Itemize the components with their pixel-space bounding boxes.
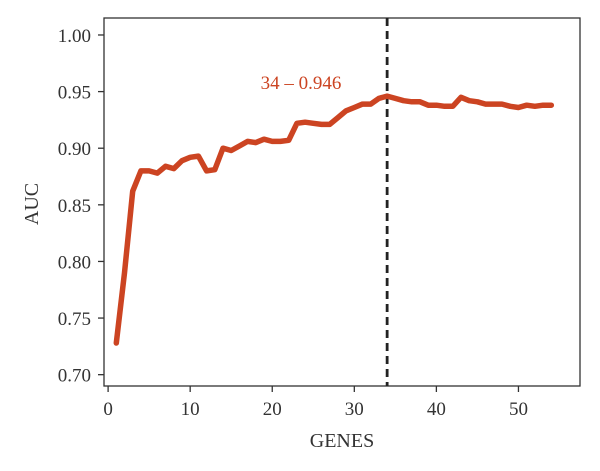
y-tick-label: 1.00 (58, 26, 91, 47)
plot-frame (103, 17, 581, 387)
x-axis-title: GENES (310, 430, 374, 452)
y-axis-ticks: 0.70 0.75 0.80 0.85 0.90 0.95 1.00 (58, 26, 104, 387)
auc-series-line (113, 93, 555, 346)
y-tick-label: 0.95 (58, 83, 91, 104)
y-tick-label: 0.70 (58, 366, 91, 387)
axes (103, 17, 581, 387)
x-tick-label: 50 (509, 399, 528, 420)
x-tick-label: 20 (263, 399, 282, 420)
y-tick-label: 0.75 (58, 309, 91, 330)
peak-annotation-label: 34 – 0.946 (261, 73, 342, 94)
x-axis-ticks: 0 10 20 30 40 50 (103, 386, 528, 420)
x-tick-label: 30 (345, 399, 364, 420)
y-tick-label: 0.80 (58, 252, 91, 273)
y-axis-title: AUC (21, 183, 43, 225)
y-tick-label: 0.85 (58, 196, 91, 217)
y-tick-label: 0.90 (58, 139, 91, 160)
x-tick-label: 0 (103, 399, 113, 420)
plot-marks: 34 – 0.946 (113, 18, 555, 386)
x-tick-label: 10 (181, 399, 200, 420)
x-tick-label: 40 (427, 399, 446, 420)
